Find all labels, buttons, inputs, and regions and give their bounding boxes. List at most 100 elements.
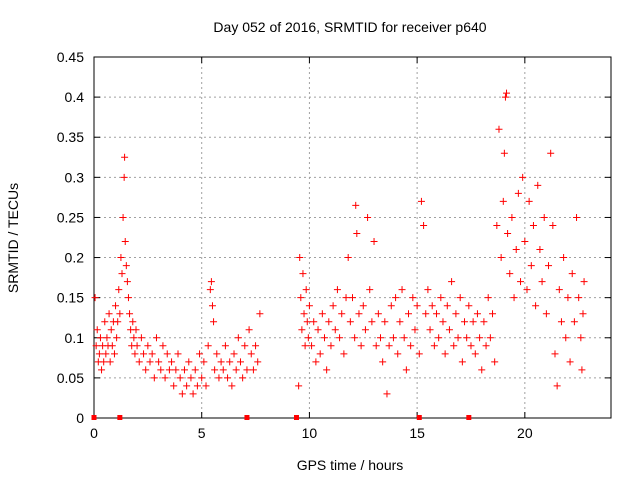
data-point <box>241 342 249 350</box>
data-point <box>159 342 167 350</box>
data-point <box>340 350 348 358</box>
data-point <box>301 342 309 350</box>
ticks: 0 5 10 15 20 0 0.05 0.1 0.15 0.2 0.25 0.3 0.35 0.4 0.4… <box>57 49 611 441</box>
data-point <box>103 334 111 342</box>
plot-border <box>93 56 612 419</box>
data-point <box>398 286 406 294</box>
data-point <box>142 366 150 374</box>
data-point <box>116 310 124 318</box>
data-point <box>504 229 512 237</box>
data-point <box>91 294 99 302</box>
data-point <box>428 302 436 310</box>
data-points <box>91 89 588 420</box>
data-point <box>538 278 546 286</box>
data-point <box>120 173 128 181</box>
data-point <box>228 382 236 390</box>
data-point <box>329 302 337 310</box>
data-point <box>542 310 550 318</box>
data-point <box>400 334 408 342</box>
data-point <box>234 334 242 342</box>
data-point <box>422 310 430 318</box>
data-point <box>217 358 225 366</box>
data-point <box>325 318 333 326</box>
data-point <box>514 189 522 197</box>
data-point <box>180 366 188 374</box>
data-point <box>122 262 130 270</box>
data-point <box>405 310 413 318</box>
data-point <box>476 334 484 342</box>
y-tick-label: 0.45 <box>57 49 84 65</box>
data-point <box>580 278 588 286</box>
data-point <box>114 318 122 326</box>
data-point <box>519 173 527 181</box>
data-point <box>204 342 212 350</box>
y-tick-label: 0.35 <box>57 129 84 145</box>
data-point <box>163 350 171 358</box>
baseline-marker <box>466 415 472 420</box>
data-point <box>176 374 184 382</box>
data-point <box>506 270 514 278</box>
data-point <box>110 350 118 358</box>
data-point <box>108 342 116 350</box>
x-axis-label: GPS time / hours <box>297 457 404 473</box>
data-point <box>377 334 385 342</box>
data-point <box>93 326 101 334</box>
data-point <box>417 197 425 205</box>
y-tick-label: 0 <box>76 410 84 426</box>
data-point <box>161 374 169 382</box>
data-point <box>493 221 501 229</box>
data-point <box>433 310 441 318</box>
data-point <box>314 326 322 334</box>
data-point <box>300 310 308 318</box>
data-point <box>452 310 460 318</box>
data-point <box>458 358 466 366</box>
data-point <box>430 342 438 350</box>
data-point <box>521 238 529 246</box>
data-point <box>126 310 134 318</box>
data-point <box>508 213 516 221</box>
data-point <box>491 358 499 366</box>
data-point <box>486 334 494 342</box>
data-point <box>420 221 428 229</box>
data-point <box>121 238 129 246</box>
data-point <box>512 246 520 254</box>
data-point <box>193 382 201 390</box>
data-point <box>389 334 397 342</box>
data-point <box>482 342 490 350</box>
data-point <box>366 286 374 294</box>
data-point <box>226 358 234 366</box>
data-point <box>211 366 219 374</box>
data-point <box>407 342 415 350</box>
data-point <box>310 318 318 326</box>
data-point <box>144 342 152 350</box>
data-point <box>112 302 120 310</box>
data-point <box>392 294 400 302</box>
data-point <box>245 326 253 334</box>
data-point <box>200 358 208 366</box>
data-point <box>105 310 113 318</box>
y-tick-label: 0.05 <box>57 370 84 386</box>
data-point <box>456 294 464 302</box>
data-point <box>183 382 191 390</box>
data-point <box>92 342 100 350</box>
data-point <box>489 310 497 318</box>
data-point <box>349 294 356 302</box>
data-point <box>187 374 195 382</box>
data-point <box>165 366 173 374</box>
data-point <box>411 326 419 334</box>
data-point <box>570 318 578 326</box>
data-point <box>196 350 204 358</box>
y-tick-label: 0.15 <box>57 290 84 306</box>
data-point <box>140 350 148 358</box>
data-point <box>562 334 570 342</box>
data-point <box>219 366 227 374</box>
x-tick-label: 5 <box>198 425 206 441</box>
data-point <box>155 358 163 366</box>
data-point <box>189 390 197 398</box>
baseline-marker <box>416 415 422 420</box>
data-point <box>152 334 160 342</box>
data-point <box>191 366 199 374</box>
data-point <box>303 318 311 326</box>
data-point <box>157 366 165 374</box>
